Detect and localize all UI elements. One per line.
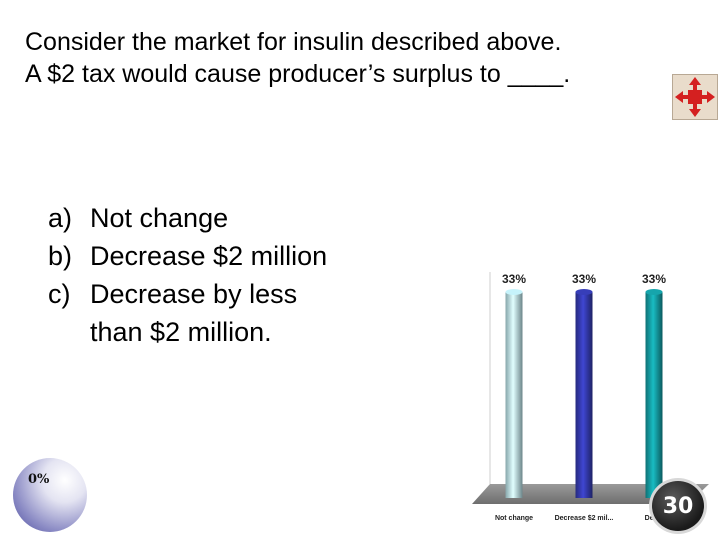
participation-label: 0% [28, 472, 50, 487]
bar-value-label: 33% [502, 272, 526, 286]
question-line-2: A $2 tax would cause producer’s surplus … [25, 60, 571, 88]
bar-value-label: 33% [572, 272, 596, 286]
move-arrows-icon [675, 77, 715, 117]
bar-cap-1 [505, 289, 523, 295]
participation-badge [13, 458, 87, 532]
answer-letter: a) [48, 203, 73, 233]
timer-value: 30 [662, 493, 694, 519]
answer-a[interactable]: a) Not change [48, 199, 350, 237]
answer-letter: b) [48, 241, 73, 271]
question-text: Consider the market for insulin describe… [25, 26, 570, 90]
answer-c[interactable]: c) Decrease by less than $2 million. [48, 275, 350, 351]
category-label: Decrease $2 mil... [555, 515, 614, 522]
bar-cap-3 [645, 289, 663, 295]
move-tool-button[interactable] [672, 74, 718, 120]
bar-value-label: 33% [642, 272, 666, 286]
category-label: Not change [495, 515, 533, 522]
countdown-timer: 30 [649, 478, 707, 534]
answer-letter: c) [48, 279, 71, 309]
answer-list: a) Not change b) Decrease $2 million c) … [48, 199, 350, 351]
answer-text: Not change [90, 203, 229, 233]
bar-cap-2 [575, 289, 593, 295]
bar-1 [505, 292, 523, 498]
answer-text: Decrease by less than $2 million. [90, 279, 298, 347]
answer-b[interactable]: b) Decrease $2 million [48, 237, 350, 275]
bar-2 [575, 292, 593, 498]
question-line-1: Consider the market for insulin describe… [25, 28, 562, 56]
answer-text: Decrease $2 million [90, 241, 328, 271]
bar-3 [645, 292, 663, 498]
